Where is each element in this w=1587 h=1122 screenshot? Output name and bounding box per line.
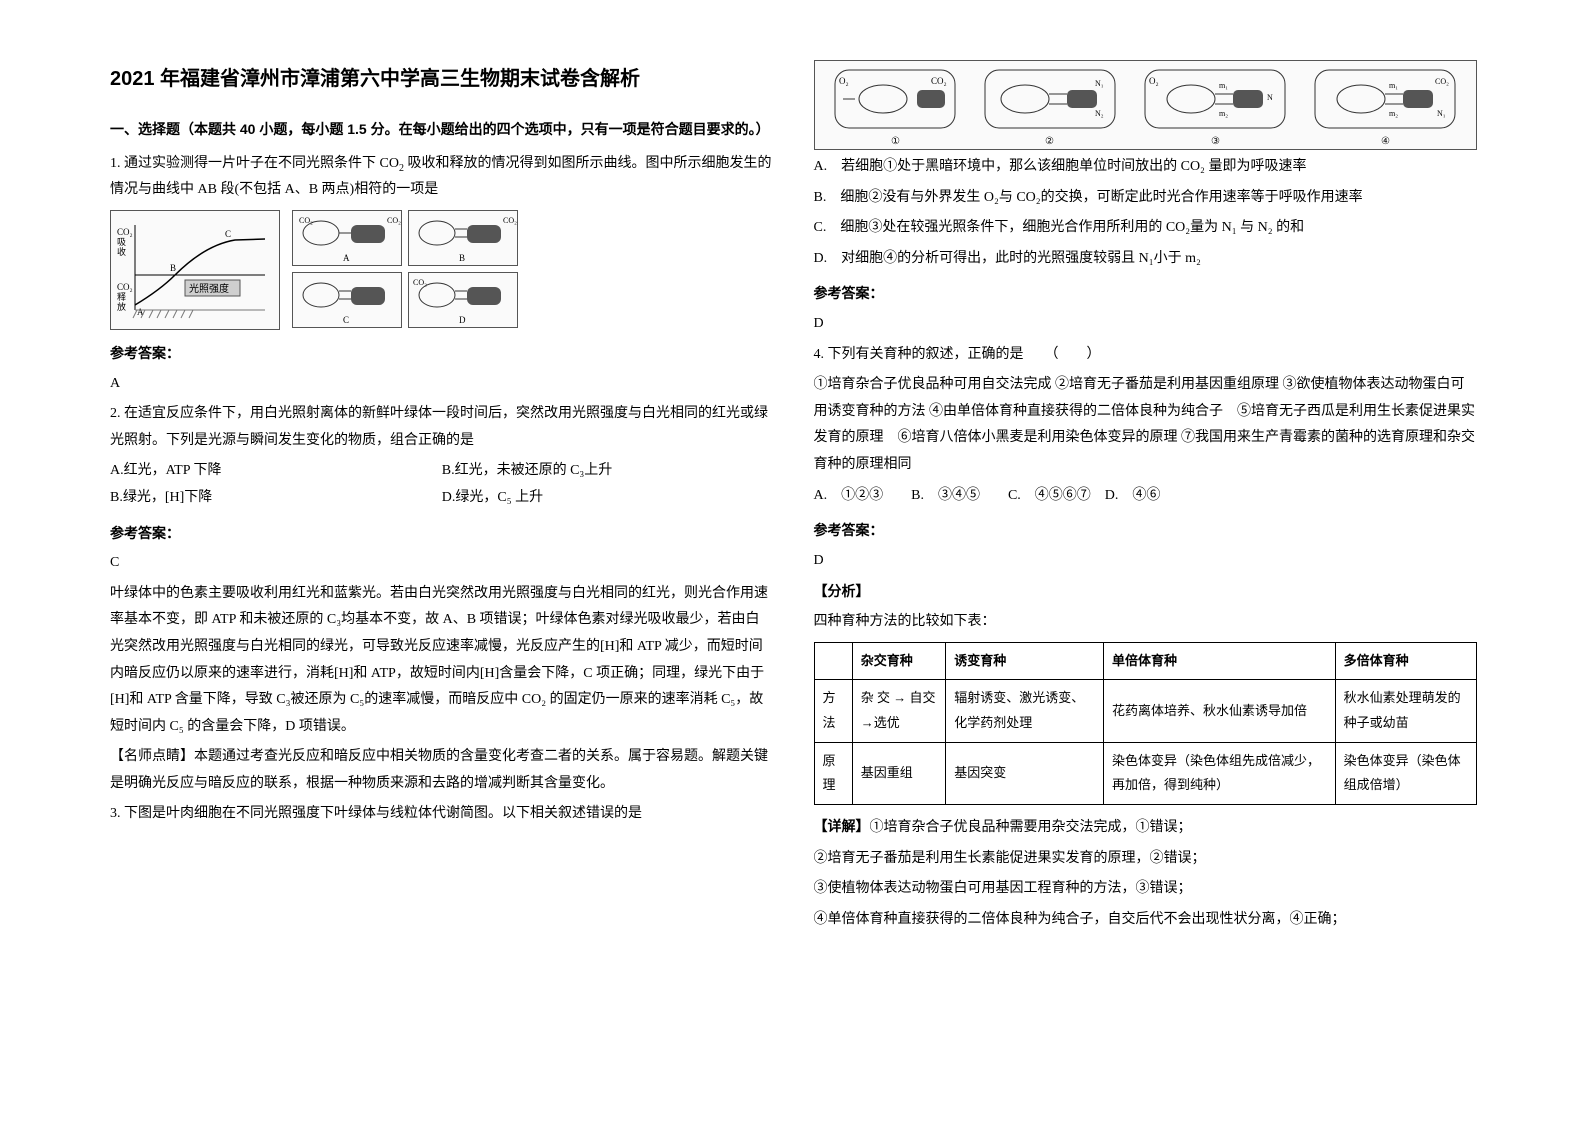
- svg-text:吸: 吸: [117, 237, 126, 247]
- row-principle-c4: 染色体变异（染色体组成倍增）: [1335, 742, 1476, 804]
- q3-optD: D. 对细胞④的分析可得出，此时的光照强度较弱且 N₁小于 m₂: [814, 246, 1478, 273]
- table-row: 方法 杂 交 → 自交→选优 辐射诱变、激光诱变、化学药剂处理 花药离体培养、秋…: [814, 680, 1477, 742]
- q3-answer-label: 参考答案：: [814, 280, 1478, 307]
- q1-cell-B: CO₂ B: [408, 210, 518, 266]
- q4-opts: A. ①②③ B. ③④⑤ C. ④⑤⑥⑦ D. ④⑥: [814, 483, 1478, 510]
- th-blank: [814, 642, 852, 680]
- right-column: O₂ CO₂ ① N₁ N₂ ②: [794, 60, 1498, 1082]
- q1-cell-C: C: [292, 272, 402, 328]
- svg-text:CO₂: CO₂: [117, 282, 133, 292]
- svg-text:光照强度: 光照强度: [189, 282, 229, 295]
- q2-answer: C: [110, 550, 774, 577]
- svg-text:m₁: m₁: [1389, 81, 1398, 90]
- svg-text:m₁: m₁: [1219, 81, 1228, 90]
- row-principle-c1: 基因重组: [852, 742, 946, 804]
- part1-heading: 一、选择题（本题共 40 小题，每小题 1.5 分。在每小题给出的四个选项中，只…: [110, 116, 774, 143]
- svg-text:B: B: [170, 263, 176, 273]
- q2-optB: B.红光，未被还原的 C₃上升: [442, 458, 774, 485]
- q2-options: A.红光，ATP 下降 B.红光，未被还原的 C₃上升 B.绿光，[H]下降 D…: [110, 458, 774, 511]
- q3-stem: 3. 下图是叶肉细胞在不同光照强度下叶绿体与线粒体代谢简图。以下相关叙述错误的是: [110, 801, 774, 828]
- row-method-c1: 杂 交 → 自交→选优: [852, 680, 946, 742]
- svg-text:m₂: m₂: [1219, 109, 1228, 118]
- svg-text:m₂: m₂: [1389, 109, 1398, 118]
- q2-optD: D.绿光，C₅ 上升: [442, 485, 774, 512]
- q1-curve-figure: CO₂ 吸 收 CO₂ 释 放 A B C 光照强度: [110, 210, 280, 330]
- svg-text:CO₂: CO₂: [299, 216, 313, 225]
- svg-text:CO₂: CO₂: [413, 278, 427, 287]
- svg-text:④: ④: [1381, 136, 1390, 147]
- svg-text:CO₂: CO₂: [503, 216, 517, 225]
- q1-stem: 1. 通过实验测得一片叶子在不同光照条件下 CO2 吸收和释放的情况得到如图所示…: [110, 151, 774, 204]
- svg-text:N: N: [1267, 93, 1273, 102]
- svg-text:放: 放: [117, 301, 126, 312]
- svg-text:C: C: [343, 315, 349, 325]
- q3-optA: A. 若细胞①处于黑暗环境中，那么该细胞单位时间放出的 CO₂ 量即为呼吸速率: [814, 154, 1478, 181]
- row-method-c4: 秋水仙素处理萌发的种子或幼苗: [1335, 680, 1476, 742]
- th-cross: 杂交育种: [852, 642, 946, 680]
- q4-analysis-label: 【分析】: [814, 578, 1478, 605]
- q3-optB: B. 细胞②没有与外界发生 O₂与 CO₂的交换，可断定此时光合作用速率等于呼吸…: [814, 185, 1478, 212]
- breeding-table: 杂交育种 诱变育种 单倍体育种 多倍体育种 方法 杂 交 → 自交→选优 辐射诱…: [814, 642, 1478, 805]
- q3-optC: C. 细胞③处在较强光照条件下，细胞光合作用所利用的 CO₂量为 N₁ 与 N₂…: [814, 215, 1478, 242]
- th-polyploid: 多倍体育种: [1335, 642, 1476, 680]
- q4-detail-3: ④单倍体育种直接获得的二倍体良种为纯合子，自交后代不会出现性状分离，④正确；: [814, 907, 1478, 934]
- q4-analysis-intro: 四种育种方法的比较如下表：: [814, 609, 1478, 636]
- row-principle-c3: 染色体变异（染色体组先成倍减少，再加倍，得到纯种）: [1104, 742, 1336, 804]
- q4-list: ①培育杂合子优良品种可用自交法完成 ②培育无子番茄是利用基因重组原理 ③欲使植物…: [814, 372, 1478, 478]
- q2-optA: A.红光，ATP 下降: [110, 458, 442, 485]
- q1-figures: CO₂ 吸 收 CO₂ 释 放 A B C 光照强度: [110, 210, 774, 330]
- q2-tip: 【名师点睛】本题通过考查光反应和暗反应中相关物质的含量变化考查二者的关系。属于容…: [110, 744, 774, 797]
- svg-text:③: ③: [1211, 136, 1220, 147]
- q2-stem: 2. 在适宜反应条件下，用白光照射离体的新鲜叶绿体一段时间后，突然改用光照强度与…: [110, 401, 774, 454]
- row-method-c3: 花药离体培养、秋水仙素诱导加倍: [1104, 680, 1336, 742]
- table-row: 原理 基因重组 基因突变 染色体变异（染色体组先成倍减少，再加倍，得到纯种） 染…: [814, 742, 1477, 804]
- svg-text:O₂: O₂: [839, 76, 849, 86]
- row-principle-c2: 基因突变: [946, 742, 1104, 804]
- svg-text:C: C: [225, 229, 231, 239]
- svg-text:N₂: N₂: [1095, 109, 1104, 118]
- svg-text:D: D: [459, 315, 466, 325]
- left-column: 2021 年福建省漳州市漳浦第六中学高三生物期末试卷含解析 一、选择题（本题共 …: [90, 60, 794, 1082]
- q4-detail-line: 【详解】①培育杂合子优良品种需要用杂交法完成，①错误；: [814, 813, 1478, 842]
- svg-text:A: A: [343, 253, 350, 263]
- th-mutation: 诱变育种: [946, 642, 1104, 680]
- q4-answer-label: 参考答案：: [814, 517, 1478, 544]
- q4-stem: 4. 下列有关育种的叙述，正确的是 （ ）: [814, 342, 1478, 369]
- svg-text:②: ②: [1045, 136, 1054, 147]
- svg-text:B: B: [459, 253, 465, 263]
- q4-answer: D: [814, 548, 1478, 575]
- row-method-label: 方法: [814, 680, 852, 742]
- q3-figure: O₂ CO₂ ① N₁ N₂ ②: [814, 60, 1478, 150]
- q1-cells-grid: CO₂ CO₂ A CO₂ B C CO₂ D: [292, 210, 518, 328]
- q2-answer-label: 参考答案：: [110, 520, 774, 547]
- q4-detail-2: ③使植物体表达动物蛋白可用基因工程育种的方法，③错误；: [814, 876, 1478, 903]
- doc-title: 2021 年福建省漳州市漳浦第六中学高三生物期末试卷含解析: [110, 60, 774, 98]
- q1-answer-label: 参考答案：: [110, 340, 774, 367]
- q1-answer: A: [110, 371, 774, 398]
- svg-text:CO₂: CO₂: [931, 76, 947, 86]
- table-header-row: 杂交育种 诱变育种 单倍体育种 多倍体育种: [814, 642, 1477, 680]
- svg-text:N₁: N₁: [1437, 109, 1446, 118]
- q2-optC: B.绿光，[H]下降: [110, 485, 442, 512]
- th-haploid: 单倍体育种: [1104, 642, 1336, 680]
- svg-text:收: 收: [117, 246, 126, 257]
- q3-answer: D: [814, 311, 1478, 338]
- svg-text:①: ①: [891, 136, 900, 147]
- svg-text:A: A: [137, 307, 144, 317]
- q4-detail-label: 【详解】: [814, 818, 870, 834]
- svg-text:CO₂: CO₂: [1435, 77, 1449, 86]
- row-method-c2: 辐射诱变、激光诱变、化学药剂处理: [946, 680, 1104, 742]
- q2-explain: 叶绿体中的色素主要吸收利用红光和蓝紫光。若由白光突然改用光照强度与白光相同的红光…: [110, 581, 774, 741]
- svg-text:释: 释: [117, 291, 126, 302]
- row-principle-label: 原理: [814, 742, 852, 804]
- q1-stem-text1: 1. 通过实验测得一片叶子在不同光照条件下 CO: [110, 156, 399, 171]
- svg-text:O₂: O₂: [1149, 76, 1159, 86]
- q1-cell-A: CO₂ CO₂ A: [292, 210, 402, 266]
- q1-cell-D: CO₂ D: [408, 272, 518, 328]
- q4-detail-0: ①培育杂合子优良品种需要用杂交法完成，①错误；: [870, 820, 1192, 835]
- svg-text:N₁: N₁: [1095, 79, 1104, 88]
- svg-text:CO₂: CO₂: [117, 227, 133, 237]
- svg-text:CO₂: CO₂: [387, 216, 401, 225]
- q4-detail-1: ②培育无子番茄是利用生长素能促进果实发育的原理，②错误；: [814, 846, 1478, 873]
